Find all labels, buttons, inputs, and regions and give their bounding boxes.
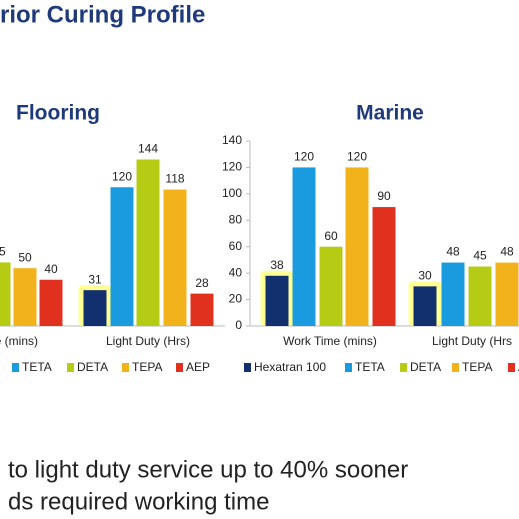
y-tick-label: 20 <box>229 292 243 306</box>
x-tick-label: Work Time (mins) <box>283 334 377 348</box>
bar <box>345 167 369 326</box>
legend-label: TETA <box>355 360 385 374</box>
legend-label: TETA <box>22 360 52 374</box>
value-label: 48 <box>500 245 514 259</box>
y-tick-label: 40 <box>229 265 243 279</box>
legend-label: Hexatran 100 <box>254 360 326 374</box>
bar <box>0 262 11 326</box>
y-tick-label: 0 <box>235 318 242 332</box>
bar <box>39 279 63 326</box>
x-tick-label: Light Duty (Hrs <box>432 334 512 348</box>
bar <box>136 159 160 326</box>
legend-label: DETA <box>77 360 108 374</box>
legend-swatch <box>176 363 183 372</box>
legend-swatch <box>12 363 19 372</box>
value-label: 31 <box>88 272 102 286</box>
legend-swatch <box>508 363 515 372</box>
bar <box>319 246 343 326</box>
value-label: 38 <box>270 258 284 272</box>
y-tick-label: 60 <box>229 239 243 253</box>
value-label: 48 <box>446 245 460 259</box>
value-label: 30 <box>418 269 432 283</box>
bar <box>441 262 465 326</box>
legend-label: TEPA <box>132 360 162 374</box>
bar <box>495 262 519 326</box>
value-label: 40 <box>44 262 58 276</box>
bar <box>413 286 437 326</box>
legend-swatch <box>244 363 251 372</box>
bar <box>190 293 214 326</box>
y-tick-label: 140 <box>222 133 242 147</box>
value-label: 120 <box>112 169 132 183</box>
bar <box>13 268 37 326</box>
legend-label: DETA <box>410 360 441 374</box>
value-label: 55 <box>0 245 6 259</box>
legend-swatch <box>67 363 74 372</box>
bar <box>372 207 396 326</box>
x-tick-label: ne (mins) <box>0 334 38 348</box>
bar <box>468 266 492 326</box>
value-label: 90 <box>377 189 391 203</box>
legend-swatch <box>345 363 352 372</box>
y-tick-label: 100 <box>222 186 242 200</box>
value-label: 120 <box>347 150 367 164</box>
value-label: 45 <box>473 249 487 263</box>
legend-swatch <box>122 363 129 372</box>
bar <box>163 189 187 326</box>
legend-label: TEPA <box>462 360 492 374</box>
slide-title: rior Curing Profile <box>0 1 205 28</box>
value-label: 50 <box>18 250 32 264</box>
value-label: 60 <box>324 229 338 243</box>
bar <box>292 167 316 326</box>
value-label: 120 <box>294 150 314 164</box>
legend-swatch <box>400 363 407 372</box>
bar <box>83 290 107 326</box>
value-label: 28 <box>195 276 209 290</box>
bar <box>110 187 134 326</box>
chart-title: Marine <box>356 102 424 125</box>
footer-line: ds required working time <box>8 488 269 515</box>
x-tick-label: Light Duty (Hrs) <box>106 334 190 348</box>
footer-line: to light duty service up to 40% sooner <box>8 456 408 483</box>
legend-label: AEP <box>186 360 210 374</box>
value-label: 144 <box>138 142 158 156</box>
legend-swatch <box>452 363 459 372</box>
chart-title: Flooring <box>16 102 100 125</box>
value-label: 118 <box>165 172 184 186</box>
y-tick-label: 80 <box>229 212 243 226</box>
bar <box>265 275 289 326</box>
y-tick-label: 120 <box>222 160 242 174</box>
